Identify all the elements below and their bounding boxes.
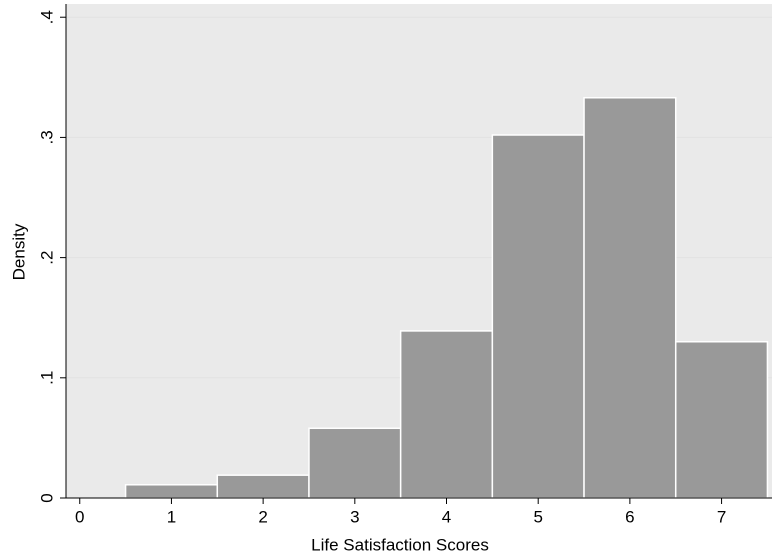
x-tick-label: 0 — [75, 507, 84, 526]
y-tick-label: .4 — [37, 10, 56, 24]
bar — [491, 134, 585, 499]
x-tick-label: 1 — [167, 507, 176, 526]
y-tick-label: .2 — [37, 251, 56, 265]
y-tick-label: .1 — [37, 371, 56, 385]
x-tick-label: 2 — [258, 507, 267, 526]
y-axis-title: Density — [9, 223, 28, 280]
x-tick-label: 4 — [442, 507, 451, 526]
x-tick-label: 6 — [625, 507, 634, 526]
bar — [216, 474, 310, 499]
x-axis-title: Life Satisfaction Scores — [311, 535, 489, 554]
bar — [124, 484, 219, 499]
x-tick-label: 3 — [350, 507, 359, 526]
x-tick-label: 5 — [533, 507, 542, 526]
x-tick-label: 7 — [717, 507, 726, 526]
bar — [674, 340, 769, 499]
bar — [399, 330, 494, 499]
y-tick-label: 0 — [37, 493, 56, 502]
bar — [308, 427, 402, 499]
bar — [583, 97, 677, 499]
y-tick-label: .3 — [37, 130, 56, 144]
